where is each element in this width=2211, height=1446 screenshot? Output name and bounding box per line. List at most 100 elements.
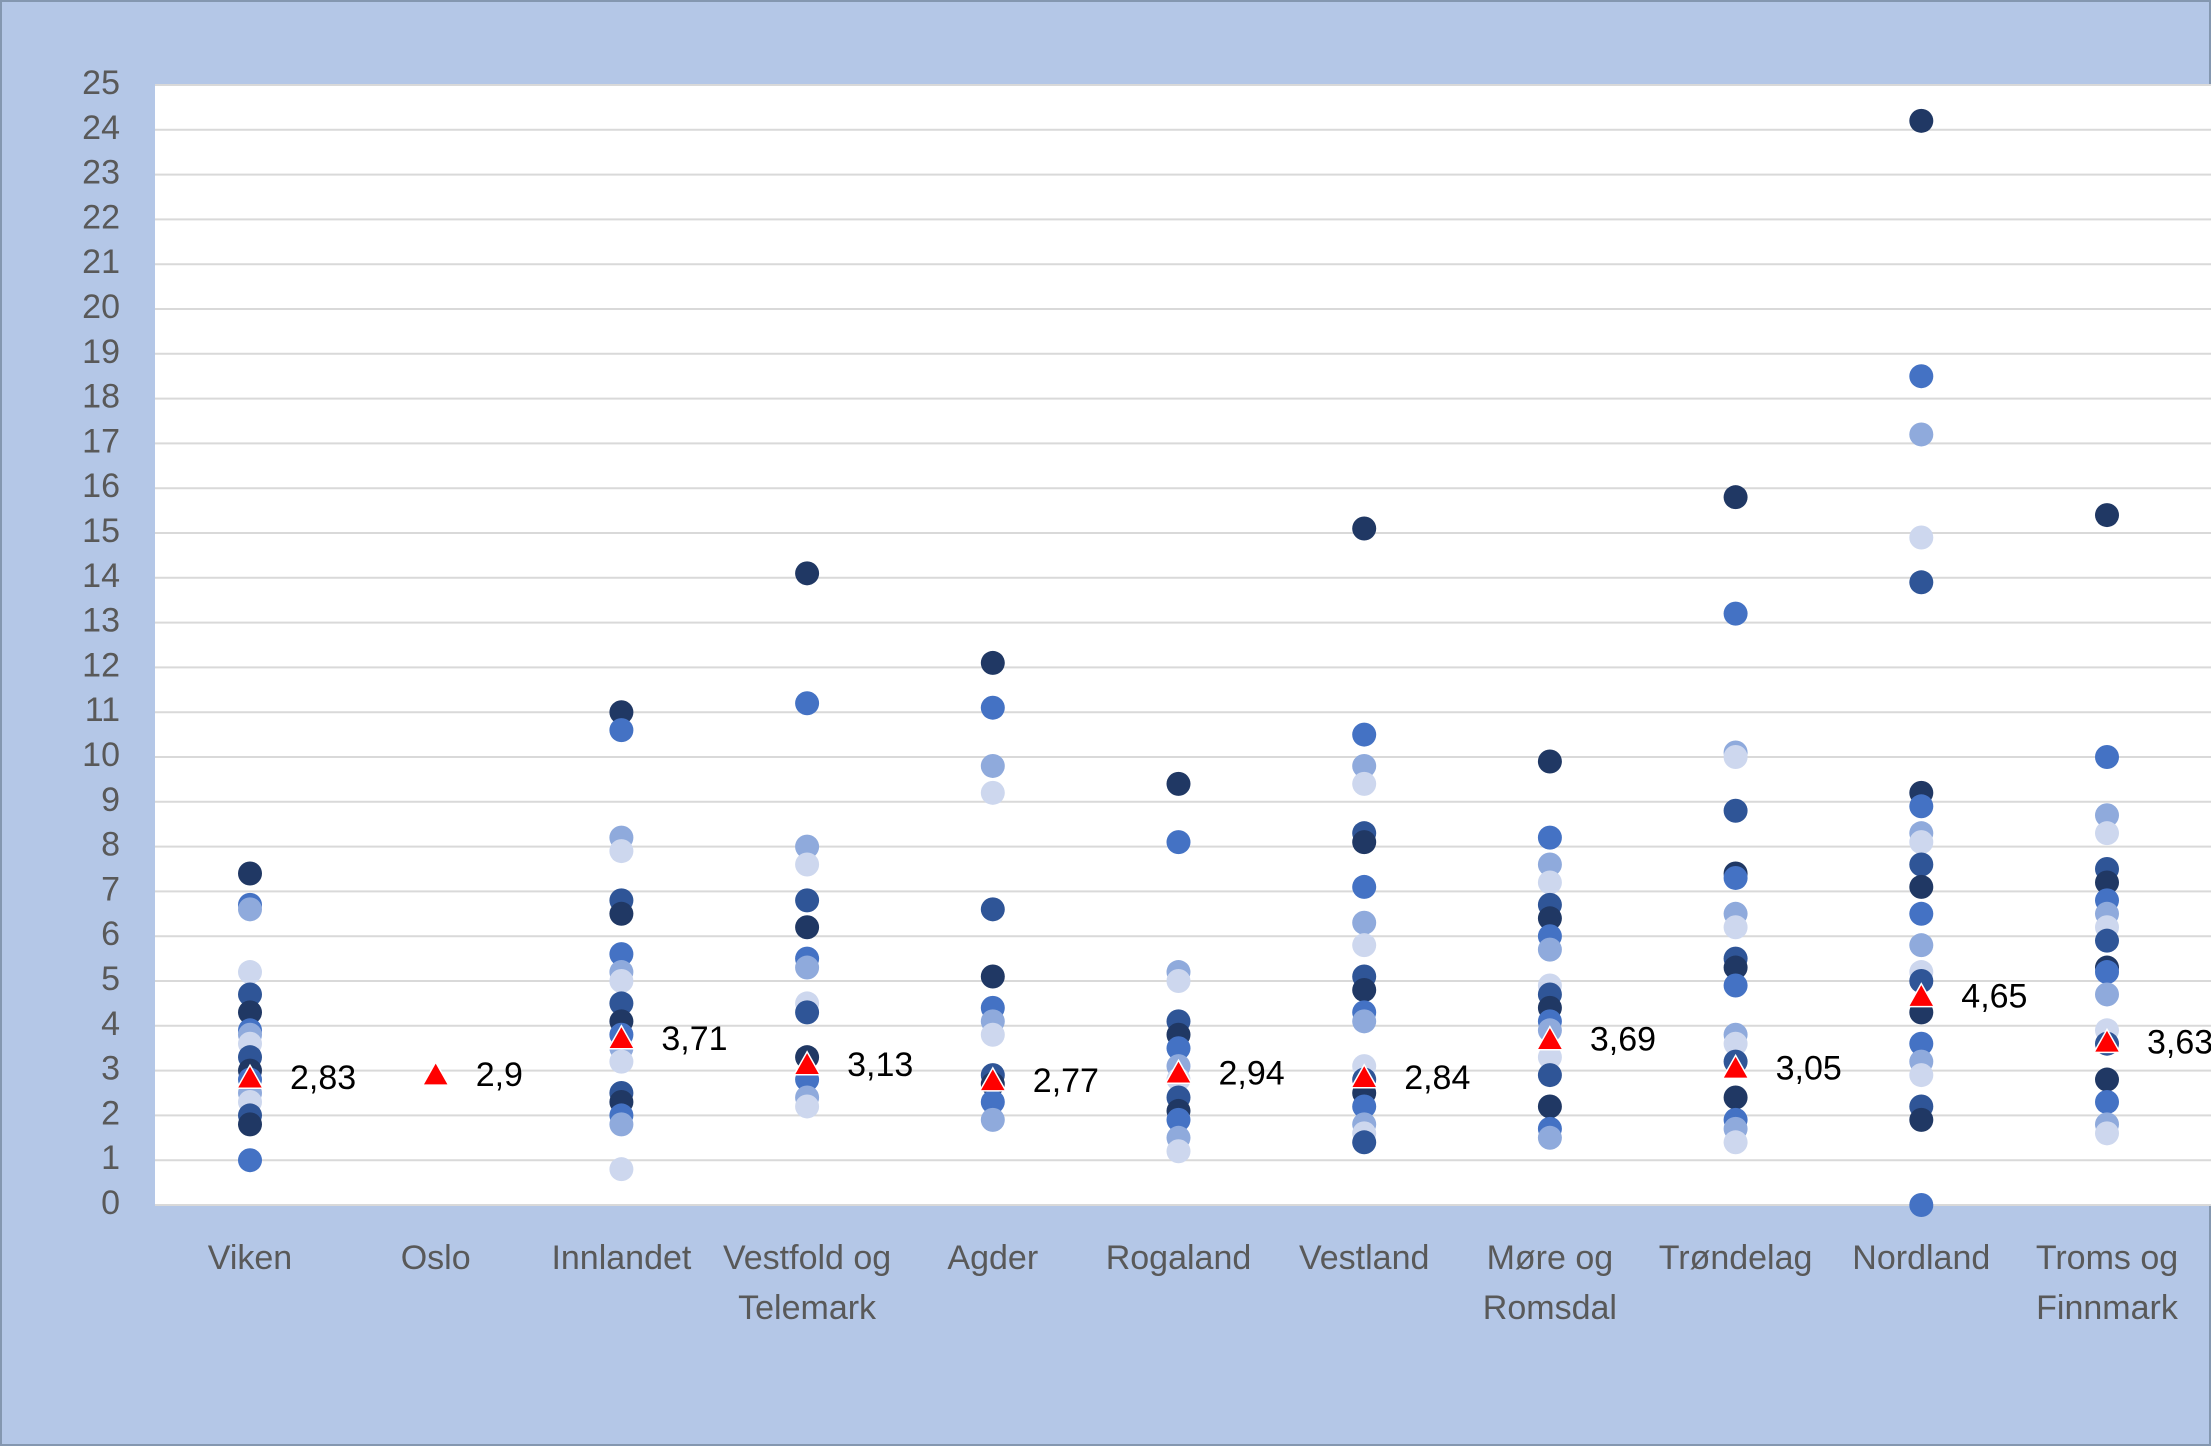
data-point bbox=[238, 960, 262, 985]
mean-label: 2,94 bbox=[1219, 1054, 1285, 1092]
data-point bbox=[1723, 1031, 1748, 1056]
data-point bbox=[609, 1157, 634, 1182]
data-point bbox=[1909, 364, 1934, 389]
data-point bbox=[1166, 771, 1191, 796]
data-point bbox=[1909, 422, 1934, 447]
x-tick-label: Møre og Romsdal bbox=[1482, 1239, 1617, 1327]
y-tick-label: 3 bbox=[101, 1050, 120, 1088]
mean-label: 2,84 bbox=[1404, 1059, 1470, 1097]
mean-marker bbox=[1907, 982, 1936, 1008]
data-point bbox=[1723, 485, 1748, 510]
data-point bbox=[1909, 525, 1934, 550]
data-point bbox=[1723, 798, 1748, 823]
data-point bbox=[980, 1089, 1005, 1114]
data-point bbox=[980, 780, 1005, 805]
data-point bbox=[1352, 771, 1377, 796]
x-tick-label: Agder bbox=[947, 1239, 1039, 1277]
data-point bbox=[795, 834, 820, 859]
data-point bbox=[1537, 1125, 1562, 1150]
mean-marker bbox=[607, 1024, 636, 1050]
data-point bbox=[609, 718, 634, 743]
y-tick-label: 24 bbox=[82, 109, 120, 147]
y-tick-label: 23 bbox=[82, 154, 120, 192]
data-point bbox=[609, 1112, 634, 1137]
data-point bbox=[1909, 874, 1934, 899]
data-point bbox=[609, 839, 634, 864]
mean-label: 2,9 bbox=[476, 1056, 523, 1094]
data-point bbox=[980, 1022, 1005, 1047]
data-point bbox=[2095, 745, 2119, 769]
data-point bbox=[980, 695, 1005, 720]
y-tick-label: 8 bbox=[101, 826, 120, 864]
y-tick-label: 6 bbox=[101, 915, 120, 953]
y-tick-label: 10 bbox=[82, 736, 120, 774]
data-point bbox=[795, 915, 820, 940]
y-tick-label: 21 bbox=[82, 243, 120, 281]
data-point bbox=[609, 991, 634, 1016]
data-point bbox=[238, 1148, 262, 1173]
data-point bbox=[1166, 1107, 1191, 1132]
mean-marker bbox=[1349, 1063, 1379, 1089]
data-point bbox=[1352, 722, 1377, 747]
data-point bbox=[2095, 1067, 2119, 1092]
y-tick-label: 19 bbox=[82, 333, 120, 371]
data-point bbox=[2095, 982, 2119, 1007]
data-point bbox=[609, 901, 634, 926]
data-point bbox=[1723, 955, 1748, 980]
data-point bbox=[980, 753, 1005, 778]
data-point bbox=[2095, 821, 2119, 846]
data-point bbox=[1909, 969, 1934, 993]
data-point bbox=[1352, 1130, 1377, 1155]
mean-label: 3,71 bbox=[661, 1020, 727, 1058]
x-tick-label: Vestland bbox=[1298, 1239, 1430, 1277]
x-tick-label: Rogaland bbox=[1105, 1239, 1252, 1277]
mean-label: 4,65 bbox=[1961, 978, 2027, 1016]
mean-label: 3,13 bbox=[847, 1046, 913, 1084]
y-tick-label: 12 bbox=[82, 646, 120, 684]
y-tick-label: 14 bbox=[82, 557, 120, 595]
x-tick-label: Innlandet bbox=[551, 1239, 692, 1277]
data-point bbox=[1352, 830, 1377, 855]
y-tick-label: 0 bbox=[101, 1184, 120, 1222]
mean-marker bbox=[1164, 1058, 1193, 1085]
data-point bbox=[1909, 933, 1934, 958]
data-point bbox=[609, 942, 634, 967]
y-tick-label: 4 bbox=[101, 1005, 120, 1043]
y-tick-label: 25 bbox=[82, 64, 120, 102]
y-tick-label: 16 bbox=[82, 467, 120, 505]
data-point bbox=[1166, 969, 1191, 993]
mean-marker bbox=[1721, 1053, 1750, 1080]
x-tick-label: Viken bbox=[207, 1239, 293, 1277]
data-point bbox=[1723, 1130, 1748, 1155]
data-point bbox=[795, 852, 820, 877]
y-tick-label: 22 bbox=[82, 198, 120, 236]
data-point bbox=[238, 897, 262, 922]
x-tick-label: Vestfold og Telemark bbox=[722, 1239, 892, 1327]
data-point bbox=[1909, 1031, 1934, 1056]
y-tick-label: 5 bbox=[101, 960, 120, 998]
data-point bbox=[1723, 601, 1748, 626]
data-point bbox=[1352, 910, 1377, 935]
mean-marker bbox=[978, 1066, 1008, 1092]
y-tick-label: 18 bbox=[82, 378, 120, 416]
data-point bbox=[238, 861, 262, 886]
data-point bbox=[2095, 1089, 2119, 1114]
data-point bbox=[795, 955, 820, 980]
data-point bbox=[609, 1049, 634, 1074]
data-point bbox=[1537, 1094, 1562, 1119]
y-tick-label: 13 bbox=[82, 602, 120, 640]
data-point bbox=[1909, 108, 1934, 133]
data-point bbox=[2095, 960, 2119, 985]
data-point bbox=[980, 650, 1005, 675]
mean-marker bbox=[235, 1063, 265, 1089]
y-tick-label: 11 bbox=[85, 691, 120, 729]
data-point bbox=[1723, 745, 1748, 769]
y-tick-label: 20 bbox=[82, 288, 120, 326]
data-point bbox=[980, 897, 1005, 922]
x-tick-label: Troms og Finnmark bbox=[2035, 1239, 2179, 1327]
data-point bbox=[1352, 933, 1377, 958]
data-point bbox=[1537, 937, 1562, 962]
data-point bbox=[795, 1094, 820, 1119]
